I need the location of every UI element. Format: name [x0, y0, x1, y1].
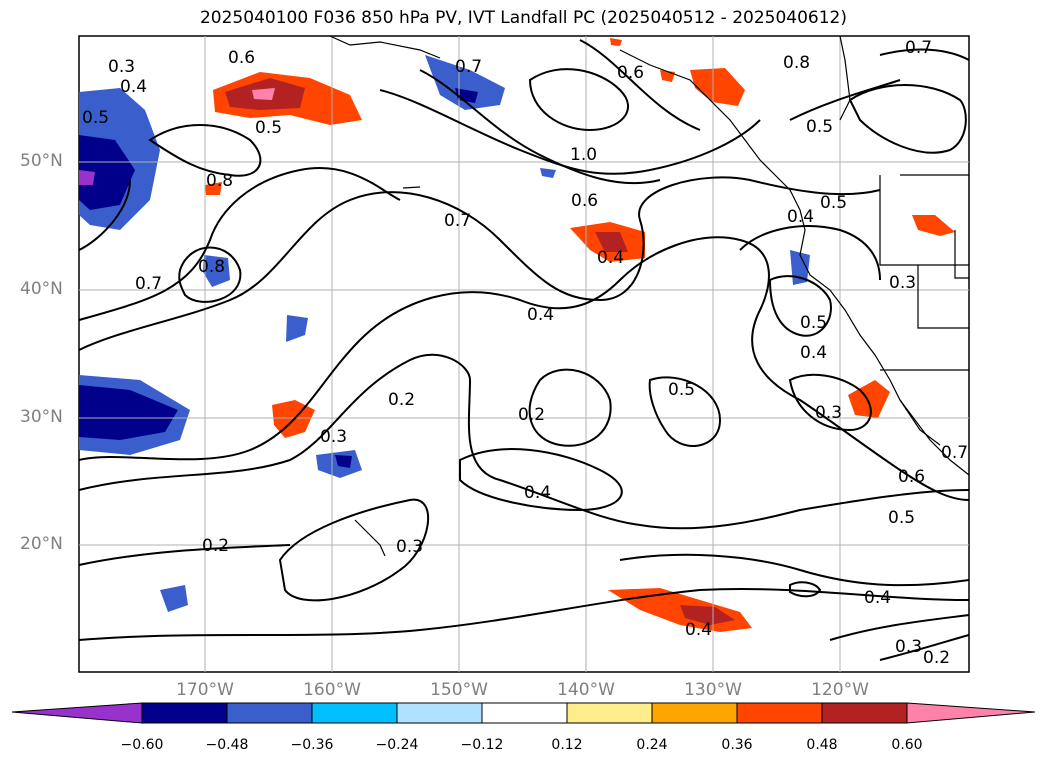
pv-contours — [78, 39, 970, 661]
shading-blob — [540, 168, 556, 178]
contour-label: 0.7 — [905, 38, 932, 58]
shading-blob — [455, 88, 478, 103]
lat-label-50n: 50°N — [20, 151, 63, 171]
lat-label-20n: 20°N — [20, 534, 63, 554]
map-frame — [78, 35, 970, 673]
contour-label: 0.5 — [82, 108, 109, 128]
contour-label: 0.6 — [571, 191, 598, 211]
contour-label: 0.8 — [783, 53, 810, 73]
contour-label: 0.5 — [888, 508, 915, 528]
colorbar-tick: 0.12 — [551, 737, 583, 753]
colorbar-extend-max — [906, 702, 1036, 724]
contour-label: 1.0 — [570, 145, 597, 165]
contour-label: 0.5 — [255, 118, 282, 138]
contour-label: 0.5 — [800, 313, 827, 333]
contour-label: 0.2 — [388, 390, 415, 410]
colorbar-segment — [141, 702, 228, 724]
contour-label: 0.5 — [820, 193, 847, 213]
contour-label: 0.3 — [108, 57, 135, 77]
contour-label: 0.4 — [685, 620, 712, 640]
shading-blob — [425, 55, 505, 110]
contour-label: 0.3 — [815, 403, 842, 423]
colorbar-tick: −0.48 — [205, 737, 249, 753]
contour-label: 0.3 — [889, 273, 916, 293]
contour-label: 0.8 — [198, 257, 225, 277]
contour-label: 0.4 — [120, 77, 147, 97]
colorbar-tick: −0.60 — [120, 737, 164, 753]
contour-label: 0.4 — [864, 588, 891, 608]
colorbar-tick: −0.36 — [290, 737, 334, 753]
contour-label: 0.6 — [617, 63, 644, 83]
shading-blob — [203, 255, 230, 287]
colorbar-segment — [311, 702, 398, 724]
contour-label: 0.4 — [597, 248, 624, 268]
contour-label: 0.2 — [518, 405, 545, 425]
colorbar-segment — [566, 702, 653, 724]
lon-label-170w: 170°W — [176, 680, 234, 700]
colorbar-segment — [396, 702, 483, 724]
contour-label: 0.8 — [206, 171, 233, 191]
colorbar-tick: 0.24 — [636, 737, 668, 753]
colorbar-extend-min — [11, 702, 143, 724]
contour-label: 0.5 — [806, 117, 833, 137]
contour-label: 0.4 — [787, 207, 814, 227]
colorbar-tick: −0.24 — [375, 737, 419, 753]
colorbar-segment — [481, 702, 568, 724]
contour-label: 0.4 — [800, 343, 827, 363]
lon-label-150w: 150°W — [430, 680, 488, 700]
contour-label: 0.7 — [941, 443, 968, 463]
colorbar-segment — [736, 702, 823, 724]
colorbar-segment — [226, 702, 313, 724]
colorbar-tick: 0.48 — [806, 737, 838, 753]
contour-label: 0.7 — [444, 211, 471, 231]
contour-label: 0.2 — [923, 648, 950, 668]
contour-label: 0.3 — [320, 427, 347, 447]
shading-blob — [160, 585, 188, 612]
contour-label: 0.3 — [396, 537, 423, 557]
lat-label-40n: 40°N — [20, 279, 63, 299]
contour-label: 0.7 — [455, 57, 482, 77]
colorbar-tick: −0.12 — [460, 737, 504, 753]
contour-label: 0.6 — [228, 48, 255, 68]
shading-blob — [335, 455, 352, 468]
shading-blob — [79, 135, 135, 210]
shading-blob — [79, 170, 95, 185]
shading-blob — [79, 385, 178, 440]
shading-blob — [595, 232, 628, 252]
shading-blob — [286, 315, 308, 342]
contour-label-group: 0.2 0.3 0.4 0.5 0.6 0.7 0.8 0.8 0.6 1.0 … — [82, 38, 968, 668]
shading-blob — [690, 68, 745, 106]
contour-label: 0.3 — [895, 637, 922, 657]
shading-blob — [252, 88, 275, 100]
shading-blob — [205, 182, 222, 195]
lon-label-140w: 140°W — [557, 680, 615, 700]
colorbar-tick: 0.36 — [721, 737, 753, 753]
lon-label-120w: 120°W — [811, 680, 869, 700]
contour-label: 0.4 — [524, 483, 551, 503]
lon-label-130w: 130°W — [684, 680, 742, 700]
negative-anomaly-shading — [79, 55, 810, 612]
contour-label: 0.4 — [527, 305, 554, 325]
lon-label-160w: 160°W — [303, 680, 361, 700]
shading-blob — [680, 605, 735, 625]
lat-label-30n: 30°N — [20, 407, 63, 427]
contour-label: 0.7 — [135, 274, 162, 294]
colorbar-tick: 0.60 — [891, 737, 923, 753]
positive-anomaly-shading — [205, 38, 955, 632]
shading-blob — [610, 38, 622, 46]
colorbar — [11, 702, 1036, 724]
contour-label: 0.6 — [898, 467, 925, 487]
coastlines — [329, 35, 970, 557]
colorbar-segment — [651, 702, 738, 724]
graticule — [79, 36, 969, 672]
contour-label: 0.2 — [202, 536, 229, 556]
shading-blob — [912, 215, 955, 236]
map-title: 2025040100 F036 850 hPa PV, IVT Landfall… — [199, 8, 847, 28]
colorbar-segment — [821, 702, 908, 724]
contour-label: 0.5 — [668, 380, 695, 400]
